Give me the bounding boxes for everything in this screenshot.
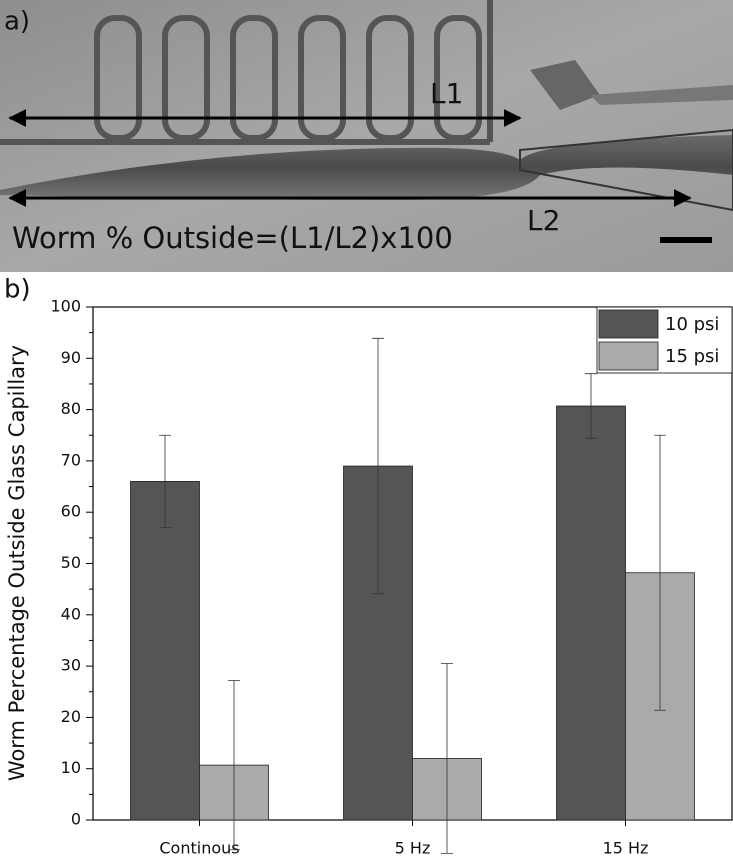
y-tick-label: 20: [61, 707, 81, 726]
legend-swatch: [598, 341, 659, 371]
debris: [530, 60, 600, 110]
bar: [130, 481, 200, 821]
l2-label: L2: [527, 204, 560, 237]
debris: [590, 85, 733, 105]
panel-label: a): [4, 7, 30, 37]
error-bar: [585, 373, 597, 439]
y-tick-label: 30: [61, 656, 81, 675]
error-bar: [441, 663, 453, 854]
y-tick-label: 10: [61, 758, 81, 777]
panel-label: b): [4, 275, 31, 305]
x-tick-label: 5 Hz: [395, 839, 431, 858]
x-tick-label: Continous: [159, 839, 239, 858]
photo: a) L1 L2 Worm % Outside=(L1/L2)x100: [0, 0, 733, 272]
y-tick-label: 60: [61, 502, 81, 521]
error-bar: [159, 434, 171, 528]
y-tick-label: 70: [61, 450, 81, 469]
error-bar: [228, 680, 240, 851]
formula: Worm % Outside=(L1/L2)x100: [12, 221, 453, 255]
x-tick-label: 15 Hz: [603, 839, 649, 858]
y-tick-label: 90: [61, 348, 81, 367]
capillary: [519, 128, 733, 212]
y-tick-label: 80: [61, 399, 81, 418]
bar: [556, 405, 626, 821]
y-tick-label: 40: [61, 604, 81, 623]
l1-label: L1: [430, 77, 463, 110]
y-tick-label: 50: [61, 553, 81, 572]
error-bar: [654, 434, 666, 711]
y-tick-label: 100: [50, 297, 81, 316]
error-bar: [372, 337, 384, 595]
worm: [0, 135, 733, 200]
legend-label: 10 psi: [665, 314, 719, 335]
y-axis-title: Worm Percentage Outside Glass Capillary: [5, 345, 29, 781]
y-tick-label: 0: [71, 810, 81, 829]
legend-label: 15 psi: [665, 346, 719, 367]
legend-swatch: [598, 309, 659, 339]
